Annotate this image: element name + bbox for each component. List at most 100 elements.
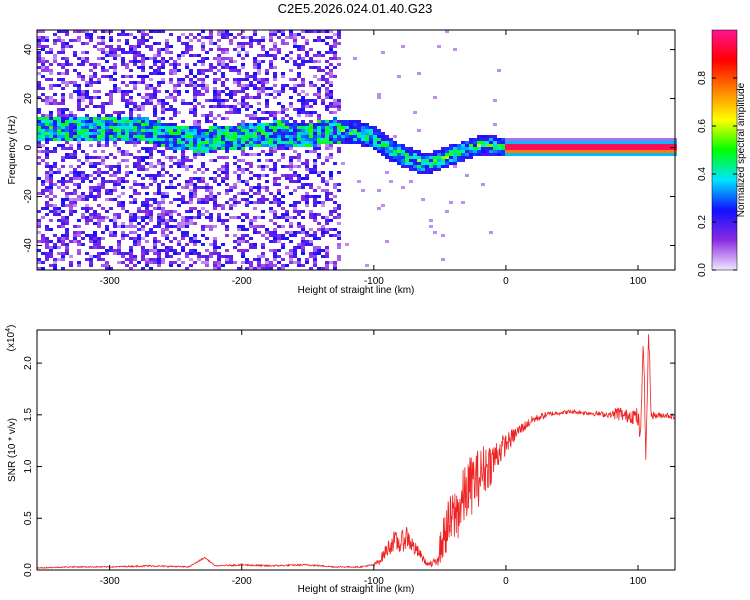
spectrogram-cell <box>169 174 173 177</box>
spectrogram-cell <box>265 51 269 54</box>
spectrogram-cell <box>129 69 133 72</box>
spectrogram-cell <box>521 141 525 144</box>
spectrogram-cell <box>201 153 205 156</box>
spectrogram-cell <box>445 30 449 33</box>
spectrogram-cell <box>145 57 149 60</box>
spectrogram-cell <box>185 168 189 171</box>
spectrogram-cell <box>217 48 221 51</box>
spectrogram-cell <box>613 153 617 156</box>
spectrogram-cell <box>201 69 205 72</box>
spectrogram-cell <box>317 96 321 99</box>
spectrogram-cell <box>385 147 389 150</box>
spectrogram-cell <box>217 219 221 222</box>
spectrogram-cell <box>281 234 285 237</box>
spectrogram-cell <box>101 36 105 39</box>
spectrogram-cell <box>77 198 81 201</box>
spectrogram-cell <box>189 54 193 57</box>
snr-frame <box>36 329 676 571</box>
spectrogram-x-tick-label: -200 <box>232 276 252 287</box>
spectrogram-cell <box>185 42 189 45</box>
spectrogram-cell <box>89 123 93 126</box>
spectrogram-cell <box>101 156 105 159</box>
spectrogram-cell <box>253 219 257 222</box>
spectrogram-cell <box>221 255 225 258</box>
spectrogram-cell <box>233 156 237 159</box>
spectrogram-cell <box>153 126 157 129</box>
spectrogram-cell <box>513 138 517 141</box>
spectrogram-cell <box>393 159 397 162</box>
spectrogram-cell <box>641 150 645 153</box>
spectrogram-cell <box>325 249 329 252</box>
spectrogram-cell <box>153 246 157 249</box>
spectrogram-cell <box>593 147 597 150</box>
spectrogram-cell <box>165 237 169 240</box>
spectrogram-cell <box>309 135 313 138</box>
spectrogram-cell <box>201 30 205 33</box>
spectrogram-cell <box>205 150 209 153</box>
spectrogram-cell <box>45 171 49 174</box>
spectrogram-cell <box>69 207 73 210</box>
spectrogram-cell <box>253 216 257 219</box>
spectrogram-cell <box>253 132 257 135</box>
spectrogram-cell <box>289 78 293 81</box>
spectrogram-cell <box>173 108 177 111</box>
spectrogram-cell <box>81 216 85 219</box>
spectrogram-cell <box>617 138 621 141</box>
spectrogram-cell <box>353 57 357 60</box>
spectrogram-cell <box>305 144 309 147</box>
spectrogram-cell <box>133 156 137 159</box>
spectrogram-cell <box>409 180 413 183</box>
spectrogram-cell <box>473 138 477 141</box>
spectrogram-cell <box>125 42 129 45</box>
spectrogram-cell <box>117 87 121 90</box>
spectrogram-cell <box>385 150 389 153</box>
spectrogram-cell <box>241 240 245 243</box>
spectrogram-cell <box>73 204 77 207</box>
spectrogram-cell <box>333 129 337 132</box>
spectrogram-cell <box>409 159 413 162</box>
spectrogram-cell <box>201 78 205 81</box>
spectrogram-cell <box>281 243 285 246</box>
spectrogram-cell <box>205 261 209 264</box>
spectrogram-cell <box>529 153 533 156</box>
spectrogram-cell <box>265 111 269 114</box>
spectrogram-cell <box>209 213 213 216</box>
spectrogram-cell <box>229 108 233 111</box>
spectrogram-cell <box>365 141 369 144</box>
spectrogram-cell <box>313 66 317 69</box>
spectrogram-cell <box>325 120 329 123</box>
spectrogram-cell <box>217 93 221 96</box>
spectrogram-cell <box>109 120 113 123</box>
spectrogram-cell <box>49 219 53 222</box>
spectrogram-cell <box>101 219 105 222</box>
spectrogram-cell <box>245 126 249 129</box>
spectrogram-cell <box>61 66 65 69</box>
spectrogram-cell <box>273 57 277 60</box>
spectrogram-cell <box>225 213 229 216</box>
spectrogram-cell <box>149 129 153 132</box>
spectrogram-cell <box>333 201 337 204</box>
spectrogram-cell <box>261 48 265 51</box>
spectrogram-cell <box>41 150 45 153</box>
spectrogram-cell <box>61 204 65 207</box>
spectrogram-cell <box>169 105 173 108</box>
spectrogram-cell <box>293 207 297 210</box>
spectrogram-cell <box>269 153 273 156</box>
spectrogram-cell <box>585 141 589 144</box>
spectrogram-cell <box>409 165 413 168</box>
spectrogram-cell <box>233 144 237 147</box>
spectrogram-cell <box>81 198 85 201</box>
spectrogram-cell <box>109 102 113 105</box>
spectrogram-cell <box>165 213 169 216</box>
spectrogram-cell <box>269 114 273 117</box>
spectrogram-cell <box>177 63 181 66</box>
spectrogram-cell <box>133 141 137 144</box>
spectrogram-cell <box>473 150 477 153</box>
spectrogram-cell <box>53 123 57 126</box>
spectrogram-cell <box>313 132 317 135</box>
spectrogram-cell <box>221 102 225 105</box>
spectrogram-cell <box>157 84 161 87</box>
spectrogram-cell <box>257 186 261 189</box>
spectrogram-cell <box>125 264 129 267</box>
